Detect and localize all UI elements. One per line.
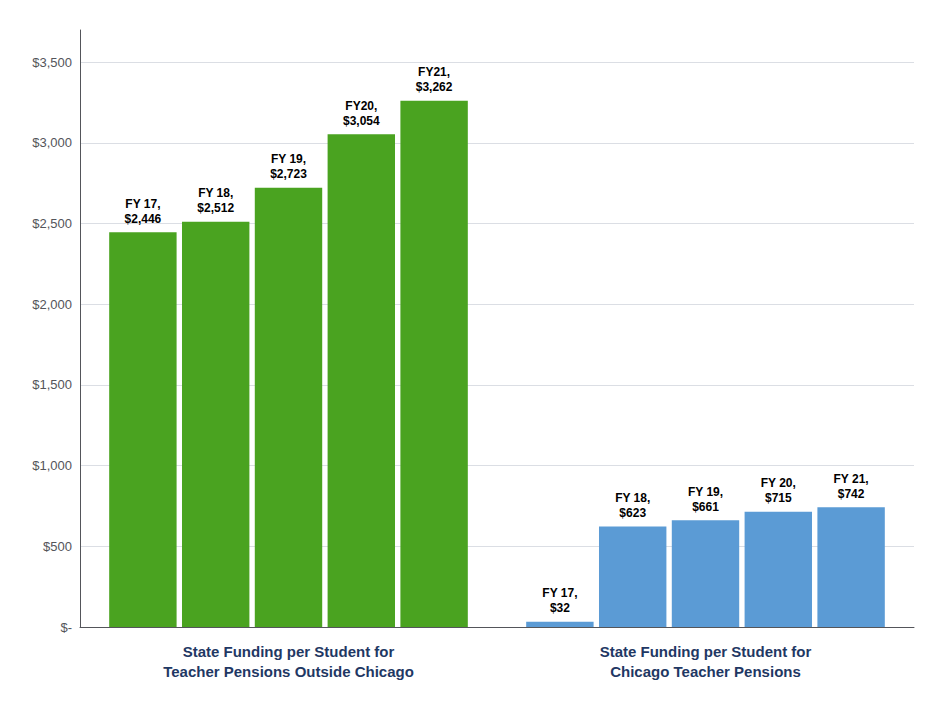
svg-text:FY 18,: FY 18, — [615, 491, 650, 505]
svg-text:FY 19,: FY 19, — [688, 485, 723, 499]
svg-text:$-: $- — [60, 620, 72, 635]
svg-text:$715: $715 — [765, 491, 792, 505]
svg-text:Chicago Teacher Pensions: Chicago Teacher Pensions — [610, 663, 801, 680]
svg-text:Teacher Pensions Outside Chica: Teacher Pensions Outside Chicago — [163, 663, 414, 680]
svg-text:FY 17,: FY 17, — [542, 586, 577, 600]
svg-text:$500: $500 — [43, 539, 72, 554]
svg-text:$742: $742 — [838, 487, 865, 501]
svg-text:FY21,: FY21, — [418, 65, 450, 79]
svg-text:$661: $661 — [692, 500, 719, 514]
svg-text:$32: $32 — [550, 601, 570, 615]
svg-text:FY 20,: FY 20, — [761, 476, 796, 490]
svg-text:$3,500: $3,500 — [32, 55, 72, 70]
svg-text:FY 17,: FY 17, — [125, 197, 160, 211]
svg-text:State Funding per Student for: State Funding per Student for — [183, 643, 395, 660]
svg-text:FY 21,: FY 21, — [834, 472, 869, 486]
svg-text:$3,262: $3,262 — [416, 80, 453, 94]
svg-text:$2,500: $2,500 — [32, 216, 72, 231]
svg-text:FY20,: FY20, — [345, 99, 377, 113]
svg-text:$623: $623 — [619, 506, 646, 520]
svg-text:$1,000: $1,000 — [32, 458, 72, 473]
svg-text:$2,446: $2,446 — [125, 212, 162, 226]
svg-text:$2,723: $2,723 — [270, 167, 307, 181]
svg-text:FY 18,: FY 18, — [198, 186, 233, 200]
svg-text:$3,054: $3,054 — [343, 114, 380, 128]
svg-text:$2,000: $2,000 — [32, 297, 72, 312]
svg-text:$2,512: $2,512 — [197, 201, 234, 215]
svg-text:FY 19,: FY 19, — [271, 152, 306, 166]
svg-text:State Funding per Student for: State Funding per Student for — [600, 643, 812, 660]
svg-text:$3,000: $3,000 — [32, 135, 72, 150]
svg-text:$1,500: $1,500 — [32, 377, 72, 392]
